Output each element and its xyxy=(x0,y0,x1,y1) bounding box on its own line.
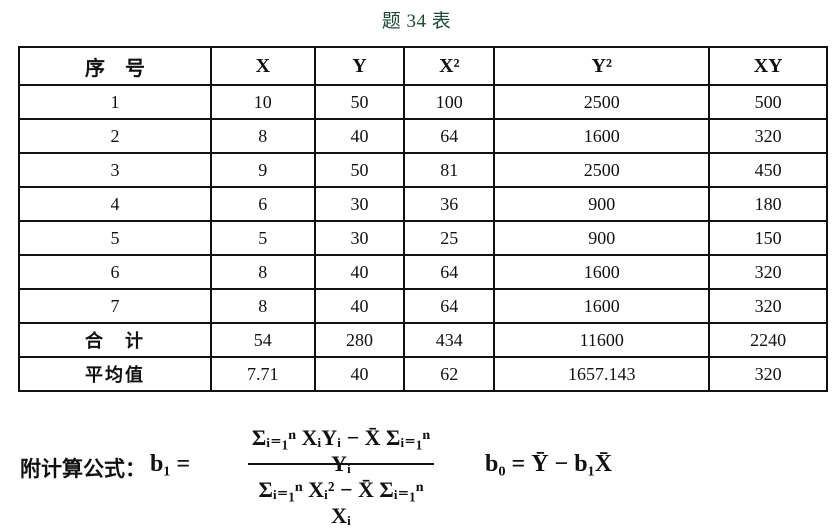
table-cell: 9 xyxy=(209,152,316,188)
table-cell: 320 xyxy=(708,118,828,154)
row-label-cell: 4 xyxy=(18,186,212,222)
row-label-cell: 合 计 xyxy=(18,322,212,358)
formula-label: 附计算公式： xyxy=(20,457,146,481)
table-cell: 40 xyxy=(313,288,406,324)
table-row: 合 计 54 280 434 11600 2240 xyxy=(18,322,828,358)
table-cell: 40 xyxy=(313,254,406,290)
row-label-cell: 1 xyxy=(18,84,212,120)
header-y-squared: Y² xyxy=(493,46,711,86)
table-cell: 2240 xyxy=(708,322,828,358)
table-cell: 1657.143 xyxy=(493,356,711,392)
header-index: 序 号 xyxy=(18,46,212,86)
row-label-cell: 2 xyxy=(18,118,212,154)
table-cell: 50 xyxy=(313,84,406,120)
table-row: 7 8 40 64 1600 320 xyxy=(18,288,828,324)
header-x: X xyxy=(209,46,316,86)
row-label-cell: 平均值 xyxy=(18,356,212,392)
table-cell: 8 xyxy=(209,288,316,324)
table-title: 题 34 表 xyxy=(381,11,452,32)
table-row: 3 9 50 81 2500 450 xyxy=(18,152,828,188)
header-xy: XY xyxy=(708,46,828,86)
table-cell: 25 xyxy=(403,220,496,256)
row-label-cell: 5 xyxy=(18,220,212,256)
formula-block: 附计算公式： b₁ = Σᵢ₌₁ⁿ XᵢYᵢ − X̄ Σᵢ₌₁ⁿ Yᵢ Σᵢ₌… xyxy=(20,415,820,531)
table-cell: 8 xyxy=(209,118,316,154)
table-cell: 180 xyxy=(708,186,828,222)
header-y: Y xyxy=(313,46,406,86)
table-cell: 450 xyxy=(708,152,828,188)
table-cell: 434 xyxy=(403,322,496,358)
table-cell: 64 xyxy=(403,288,496,324)
header-x-squared: X² xyxy=(403,46,496,86)
table-row: 2 8 40 64 1600 320 xyxy=(18,118,828,154)
table-cell: 30 xyxy=(313,186,406,222)
table-cell: 40 xyxy=(313,356,406,392)
table-cell: 320 xyxy=(708,254,828,290)
b1-lhs: b₁ = xyxy=(150,451,191,477)
table-cell: 1600 xyxy=(493,118,711,154)
row-label-cell: 6 xyxy=(18,254,212,290)
table-row: 4 6 30 36 900 180 xyxy=(18,186,828,222)
table-cell: 10 xyxy=(209,84,316,120)
table-cell: 320 xyxy=(708,288,828,324)
b0-formula: b₀ = Ȳ − b₁X̄ xyxy=(485,451,613,477)
fraction-bar xyxy=(248,463,434,465)
table-row: 6 8 40 64 1600 320 xyxy=(18,254,828,290)
table-cell: 100 xyxy=(403,84,496,120)
table-cell: 40 xyxy=(313,118,406,154)
table-row: 5 5 30 25 900 150 xyxy=(18,220,828,256)
table-cell: 62 xyxy=(403,356,496,392)
table-cell: 320 xyxy=(708,356,828,392)
table-row: 1 10 50 100 2500 500 xyxy=(18,84,828,120)
table-row: 平均值 7.71 40 62 1657.143 320 xyxy=(18,356,828,392)
table-cell: 50 xyxy=(313,152,406,188)
b1-numerator: Σᵢ₌₁ⁿ XᵢYᵢ − X̄ Σᵢ₌₁ⁿ Yᵢ xyxy=(251,425,431,476)
table-cell: 150 xyxy=(708,220,828,256)
row-label-cell: 7 xyxy=(18,288,212,324)
data-table: 序 号 X Y X² Y² XY 1 10 50 100 2500 500 2 8 40 64 16… xyxy=(18,46,828,392)
table-cell: 2500 xyxy=(493,84,711,120)
table-cell: 64 xyxy=(403,118,496,154)
table-cell: 1600 xyxy=(493,254,711,290)
table-cell: 30 xyxy=(313,220,406,256)
table-cell: 6 xyxy=(209,186,316,222)
table-header-row: 序 号 X Y X² Y² XY xyxy=(18,46,828,86)
table-cell: 900 xyxy=(493,186,711,222)
table-cell: 280 xyxy=(313,322,406,358)
table-cell: 5 xyxy=(209,220,316,256)
table-cell: 500 xyxy=(708,84,828,120)
table-cell: 900 xyxy=(493,220,711,256)
table-cell: 8 xyxy=(209,254,316,290)
table-cell: 81 xyxy=(403,152,496,188)
table-cell: 64 xyxy=(403,254,496,290)
table-cell: 11600 xyxy=(493,322,711,358)
b1-denominator: Σᵢ₌₁ⁿ Xᵢ² − X̄ Σᵢ₌₁ⁿ Xᵢ xyxy=(258,477,424,528)
table-cell: 36 xyxy=(403,186,496,222)
table-cell: 54 xyxy=(209,322,316,358)
table-cell: 2500 xyxy=(493,152,711,188)
row-label-cell: 3 xyxy=(18,152,212,188)
table-cell: 1600 xyxy=(493,288,711,324)
table-cell: 7.71 xyxy=(209,356,316,392)
